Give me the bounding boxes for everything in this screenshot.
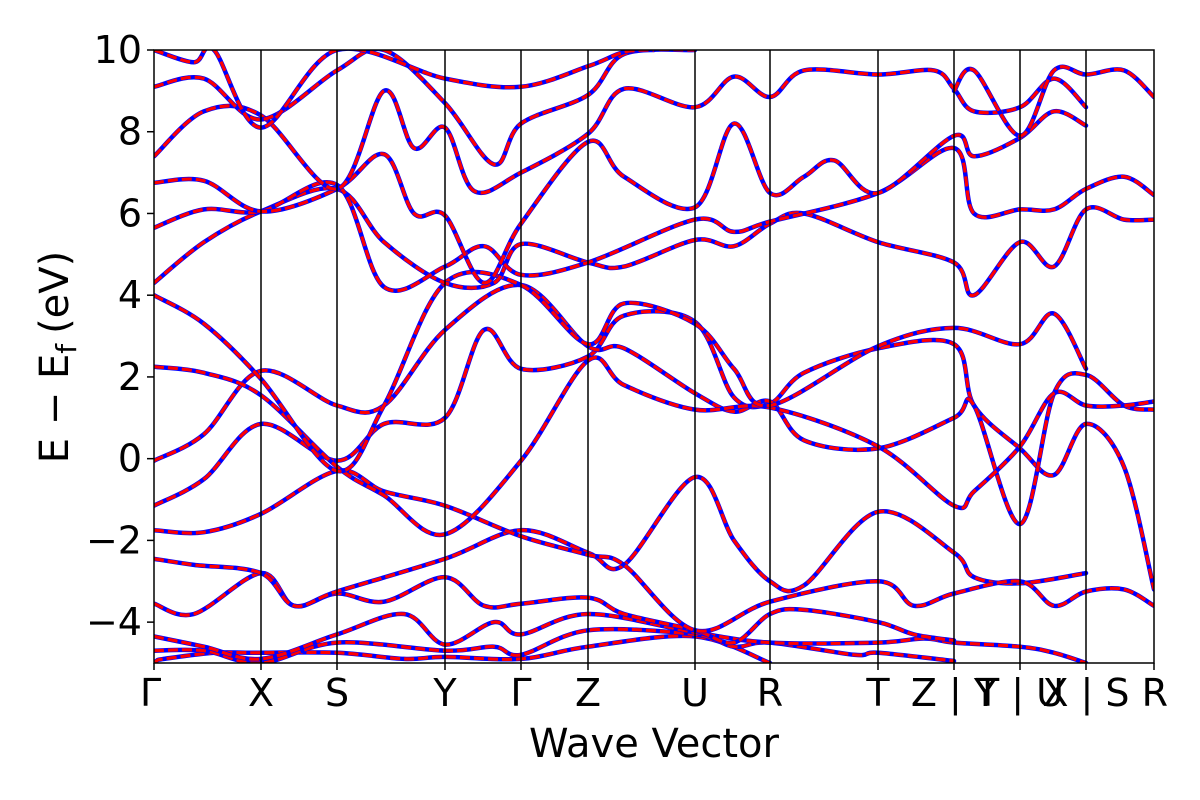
band-1-red: [154, 627, 955, 663]
band-11-red: [154, 146, 1154, 293]
band-9-red: [154, 270, 1088, 473]
x-tick-label: U: [681, 671, 709, 715]
kpoint-divider-lines: [260, 50, 1087, 663]
x-tick-label: Γ: [140, 671, 161, 715]
x-tick-label: Z: [575, 671, 601, 715]
y-tick-label: −2: [86, 518, 142, 562]
band-15-red: [154, 50, 655, 130]
band-6-blue: [154, 309, 1154, 592]
band-6-red: [154, 309, 1154, 590]
x-tick-label: R: [757, 671, 783, 715]
x-tick-label: R: [1142, 671, 1168, 715]
band-9-blue: [154, 269, 1089, 474]
x-tick-label: X | S: [1042, 671, 1129, 716]
x-tick-label: Z | Y: [911, 671, 998, 716]
bands-layer: [154, 50, 1154, 663]
band-14-red: [154, 50, 696, 167]
band-16-red: [952, 65, 1154, 138]
band-11-blue: [154, 145, 1154, 293]
y-axis-label-unit: (eV): [32, 251, 78, 334]
y-axis-label-subscript: f: [50, 343, 83, 354]
y-axis-label: E − Ef (eV): [32, 251, 83, 464]
x-tick-label: Y: [432, 671, 457, 715]
band-12-red: [154, 109, 1087, 285]
y-tick-label: −4: [86, 600, 142, 644]
y-tick-label: 10: [94, 28, 142, 72]
y-tick-label: 2: [118, 355, 142, 399]
x-axis-label: Wave Vector: [529, 721, 780, 767]
x-tick-label: T: [865, 671, 890, 715]
band-2-red: [154, 612, 1087, 663]
band-0-red: [154, 634, 771, 663]
y-axis-ticks: −4 −2 0 2 4 6 8 10: [86, 28, 154, 644]
band-15-blue: [154, 50, 657, 130]
band-10-red: [154, 186, 1154, 297]
x-tick-label: S: [325, 671, 349, 715]
y-tick-label: 4: [118, 273, 142, 317]
y-axis-label-main: E − E: [32, 354, 78, 464]
y-tick-label: 8: [118, 110, 142, 154]
x-tick-label: T | U: [975, 671, 1064, 716]
x-tick-label: X: [248, 671, 274, 715]
plot-frame: [153, 49, 1155, 664]
band-7-red: [154, 283, 1154, 526]
band-13-red: [154, 67, 1088, 195]
y-tick-label: 6: [118, 191, 142, 235]
y-tick-label: 0: [118, 437, 142, 481]
x-tick-label: Γ: [510, 671, 531, 715]
